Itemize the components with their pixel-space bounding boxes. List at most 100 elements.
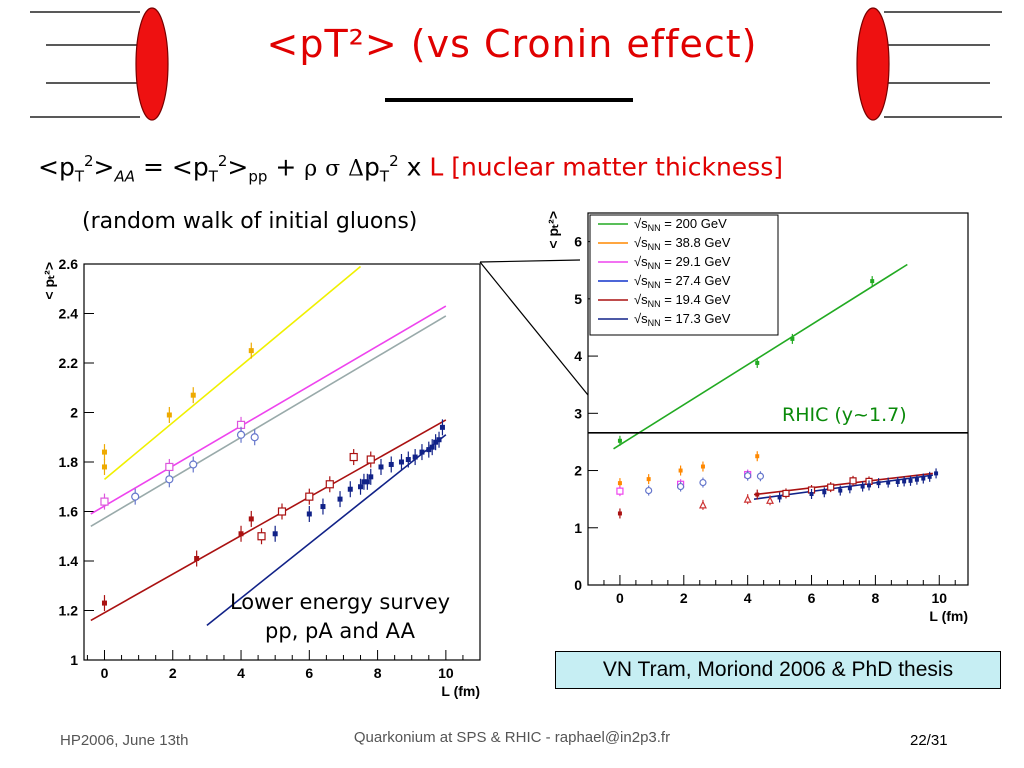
data-point — [257, 532, 266, 541]
data-point — [361, 479, 367, 485]
data-point — [617, 481, 622, 486]
data-point — [405, 457, 411, 463]
data-point — [101, 600, 107, 606]
y-tick-label: 1.8 — [59, 454, 79, 470]
left-nucleus-ellipse — [135, 7, 169, 121]
data-point — [325, 480, 334, 489]
data-point — [766, 495, 774, 504]
x-tick-label: 6 — [305, 665, 313, 681]
data-point — [790, 336, 795, 341]
formula-lhs-close: > — [93, 152, 115, 182]
legend-entry: √sNN = 29.1 GeV — [634, 254, 731, 271]
data-point — [700, 464, 705, 469]
formula-delta-sub: T — [379, 167, 390, 186]
data-point — [358, 484, 364, 490]
y-tick-label: 2 — [70, 405, 78, 421]
data-point — [272, 531, 278, 537]
data-point — [101, 449, 107, 455]
data-point — [822, 490, 827, 495]
lower-energy-note: Lower energy survey pp, pA and AA — [218, 588, 462, 646]
data-point — [364, 479, 370, 485]
data-point — [165, 462, 174, 472]
data-point — [398, 459, 404, 465]
data-point — [277, 507, 287, 516]
data-point — [419, 449, 425, 455]
footer-date: HP2006, June 13th — [60, 732, 189, 749]
data-point — [699, 478, 707, 487]
random-walk-note: (random walk of initial gluons) — [82, 209, 418, 234]
y-axis-label: < pₜ²> — [41, 262, 57, 300]
data-point — [305, 492, 314, 501]
y-tick-label: 0 — [574, 577, 582, 593]
data-point — [755, 492, 760, 497]
data-point — [827, 483, 835, 491]
data-point — [366, 455, 375, 464]
data-point — [645, 486, 653, 495]
data-point — [876, 481, 881, 486]
legend-entry: √sNN = 200 GeV — [634, 216, 727, 233]
lower-energy-note-line-2: pp, pA and AA — [265, 619, 415, 643]
formula-delta: Δ — [348, 156, 365, 182]
reference-box: VN Tram, Moriond 2006 & PhD thesis — [555, 651, 1001, 689]
data-point — [131, 492, 140, 501]
y-tick-label: 3 — [574, 405, 582, 421]
formula-delta-sup: 2 — [389, 152, 399, 170]
data-point — [755, 360, 760, 365]
data-point — [306, 511, 312, 517]
formula-times: x — [398, 152, 430, 182]
data-point — [847, 486, 852, 491]
data-point — [378, 464, 384, 470]
y-tick-label: 6 — [574, 234, 582, 250]
data-point — [429, 444, 435, 450]
fit-line — [90, 305, 447, 515]
right-chart: 0 2 4 6 8 10 0 1 2 3 4 5 6 L (fm) < pₜ²> √sNN = 200 GeV… — [545, 211, 969, 624]
left-chart: 0 2 4 6 8 10 1 1.2 1.4 1.6 1.8 2 2.2 2.4 2.6 L (fm) < pₜ… — [41, 256, 481, 699]
title-underline — [385, 98, 633, 102]
data-point — [927, 474, 932, 479]
lower-energy-note-line-1: Lower energy survey — [229, 590, 451, 614]
data-point — [870, 279, 875, 284]
legend-entry: √sNN = 38.8 GeV — [634, 235, 731, 252]
data-point — [412, 454, 418, 460]
footer-page-number: 22/31 — [910, 732, 948, 749]
data-point — [433, 439, 439, 445]
data-point — [860, 484, 865, 489]
data-point — [368, 474, 374, 480]
fit-line — [90, 315, 447, 528]
rhic-label: RHIC (y~1.7) — [782, 404, 907, 426]
y-tick-label: 1 — [574, 520, 582, 536]
y-tick-label: 1.4 — [59, 553, 79, 569]
data-point — [426, 447, 432, 453]
data-point — [755, 454, 760, 459]
data-point — [165, 475, 174, 484]
x-tick-label: 6 — [808, 590, 816, 606]
data-point — [349, 452, 358, 462]
formula-lhs-sup: 2 — [84, 152, 94, 170]
formula-lhs: <p — [38, 152, 75, 182]
data-point — [100, 497, 109, 506]
data-point — [908, 478, 913, 483]
data-point — [190, 392, 196, 398]
x-tick-label: 8 — [374, 665, 382, 681]
data-point — [895, 479, 900, 484]
collider-decoration — [30, 7, 1002, 121]
legend-box — [589, 214, 779, 336]
data-point — [678, 468, 683, 473]
data-point — [617, 438, 622, 443]
data-point — [238, 531, 244, 537]
x-tick-label: 4 — [744, 590, 752, 606]
x-tick-label: 2 — [680, 590, 688, 606]
formula-rho: ρ — [304, 156, 318, 182]
formula-plus: + — [267, 152, 305, 182]
formula-lhs-index: AA — [114, 167, 136, 186]
data-point — [248, 348, 254, 354]
left-beam-lines — [30, 11, 142, 118]
data-point — [777, 495, 782, 500]
formula-rhs-sub: T — [208, 167, 218, 186]
plot-area — [90, 265, 447, 626]
plot-area — [588, 263, 968, 519]
y-tick-label: 2.2 — [59, 355, 79, 371]
y-axis-label: < pₜ²> — [545, 211, 561, 249]
data-point — [914, 477, 919, 482]
data-point — [646, 477, 651, 482]
